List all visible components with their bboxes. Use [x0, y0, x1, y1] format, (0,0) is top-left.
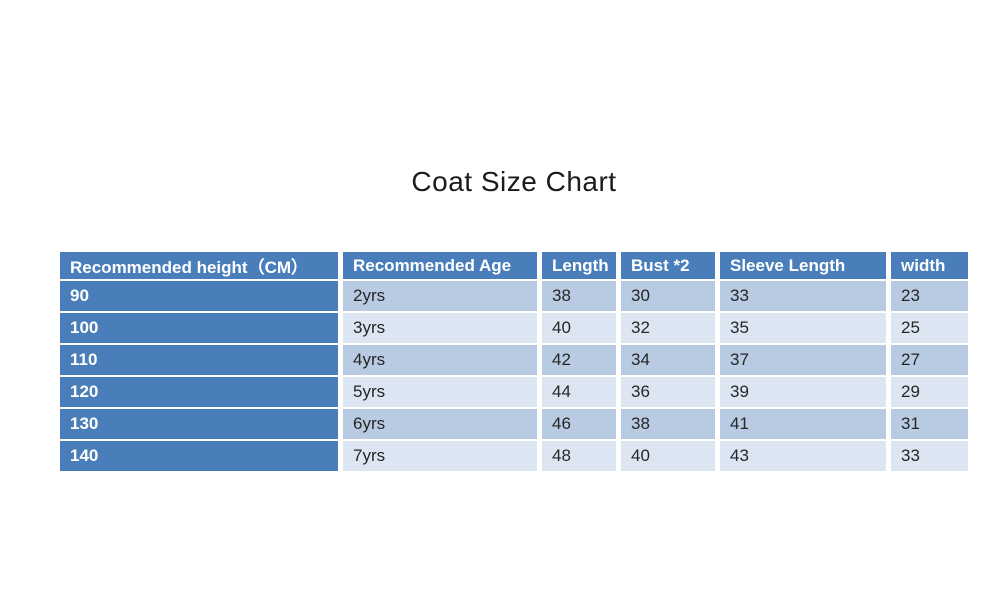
table-cell: 38 [621, 409, 720, 441]
table-cell: 34 [621, 345, 720, 377]
row-header-cell: 140 [60, 441, 343, 473]
row-header-cell: 110 [60, 345, 343, 377]
table-body: 90 2yrs 38 30 33 23 100 3yrs 40 32 35 25 110 4yrs 42 34… [60, 281, 968, 473]
table-cell: 48 [542, 441, 621, 473]
table-cell: 32 [621, 313, 720, 345]
table-cell: 36 [621, 377, 720, 409]
row-header-cell: 100 [60, 313, 343, 345]
table-cell: 37 [720, 345, 891, 377]
table-cell: 5yrs [343, 377, 542, 409]
table-cell: 27 [891, 345, 968, 377]
table-cell: 38 [542, 281, 621, 313]
table-cell: 39 [720, 377, 891, 409]
table-row: 90 2yrs 38 30 33 23 [60, 281, 968, 313]
table-cell: 23 [891, 281, 968, 313]
column-header: Recommended height（CM） [60, 252, 343, 281]
table-cell: 30 [621, 281, 720, 313]
table-cell: 25 [891, 313, 968, 345]
column-header: Length [542, 252, 621, 281]
page-title: Coat Size Chart [411, 166, 617, 197]
table-cell: 31 [891, 409, 968, 441]
table-cell: 35 [720, 313, 891, 345]
table-row: 140 7yrs 48 40 43 33 [60, 441, 968, 473]
column-header: Sleeve Length [720, 252, 891, 281]
table-cell: 33 [720, 281, 891, 313]
table-cell: 41 [720, 409, 891, 441]
table-cell: 7yrs [343, 441, 542, 473]
table-row: 130 6yrs 46 38 41 31 [60, 409, 968, 441]
column-header: Recommended Age [343, 252, 542, 281]
size-chart-table: Recommended height（CM） Recommended Age Len… [60, 252, 968, 473]
header-row: Recommended height（CM） Recommended Age Len… [60, 252, 968, 281]
table-cell: 40 [621, 441, 720, 473]
column-header: Bust *2 [621, 252, 720, 281]
row-header-cell: 90 [60, 281, 343, 313]
table-cell: 2yrs [343, 281, 542, 313]
row-header-cell: 120 [60, 377, 343, 409]
row-header-cell: 130 [60, 409, 343, 441]
table-cell: 4yrs [343, 345, 542, 377]
table-cell: 3yrs [343, 313, 542, 345]
table-cell: 46 [542, 409, 621, 441]
table-cell: 42 [542, 345, 621, 377]
table-cell: 43 [720, 441, 891, 473]
column-header: width [891, 252, 968, 281]
table-cell: 6yrs [343, 409, 542, 441]
table-row: 110 4yrs 42 34 37 27 [60, 345, 968, 377]
table-cell: 29 [891, 377, 968, 409]
table-cell: 44 [542, 377, 621, 409]
table-row: 100 3yrs 40 32 35 25 [60, 313, 968, 345]
table-cell: 33 [891, 441, 968, 473]
table-cell: 40 [542, 313, 621, 345]
table-row: 120 5yrs 44 36 39 29 [60, 377, 968, 409]
